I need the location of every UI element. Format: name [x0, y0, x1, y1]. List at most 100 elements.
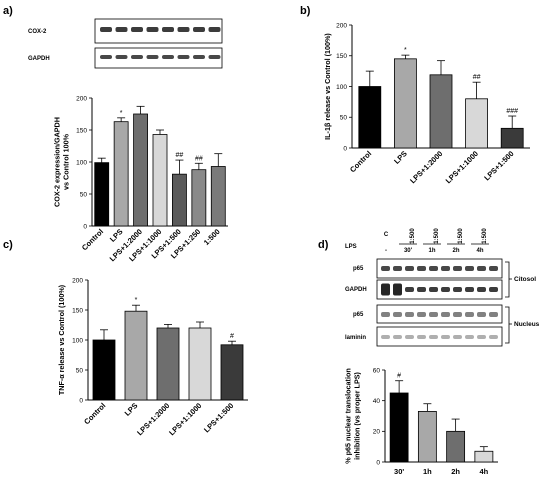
blot-band-gapdh: [115, 55, 128, 59]
blot-band-gapdh: [177, 55, 190, 59]
y-tick-label: 200: [76, 95, 87, 102]
blot-band: [465, 335, 474, 339]
blot-band-gapdh: [146, 55, 159, 59]
blot-strip-laminin: [376, 326, 503, 347]
blot-band: [429, 266, 438, 271]
y-tick-label: 40: [373, 398, 381, 405]
blot-band: [489, 335, 498, 339]
blot-band-cox2: [146, 27, 159, 32]
category-label: LPS+1:1000: [444, 149, 480, 185]
category-label: 1:500: [202, 227, 222, 247]
blot-col-top: 1:500: [458, 228, 464, 244]
blot-band: [465, 287, 474, 292]
bar: [417, 410, 437, 463]
bar: [465, 98, 489, 149]
blot-strip-p65-cyto: [376, 258, 503, 279]
blot-band: [417, 312, 426, 317]
bar: [152, 134, 168, 227]
blot-band-gapdh: [162, 55, 174, 59]
y-axis-label: COX-2 expression/GAPDHvs Control 100%: [53, 117, 71, 207]
blot-label-p65-cyto: p65: [353, 266, 364, 272]
y-tick-label: 100: [336, 84, 347, 91]
chart-d: 0 20 40 60 % p65 nuclear translocationinhibi…: [344, 367, 498, 476]
y-tick-label: 0: [83, 223, 87, 230]
blot-col-bottom: 30': [404, 248, 413, 254]
blot-band: [489, 312, 498, 317]
blot-col-bottom: -: [385, 248, 387, 254]
blot-strip-p65-nuc: [376, 304, 503, 324]
blot-band: [393, 335, 402, 339]
blot-band: [453, 312, 462, 317]
significance-mark: *: [135, 297, 138, 304]
significance-mark: *: [120, 110, 123, 117]
blot-band: [465, 312, 474, 317]
blot-label-cox2: COX-2: [28, 29, 47, 35]
y-axis-label-line: vs Control 100%: [62, 133, 71, 190]
bracket-citosol: [505, 261, 510, 298]
significance-mark: ##: [176, 152, 184, 159]
y-tick-label: 150: [336, 53, 347, 60]
blot-bands-d: [381, 266, 498, 339]
y-tick-label: 60: [373, 367, 381, 374]
category-label: Control: [82, 401, 107, 426]
category-label: LPS: [392, 149, 409, 166]
blot-band-gapdh: [100, 55, 112, 59]
panel-label-a: a): [3, 5, 13, 17]
bar: [500, 127, 524, 149]
bar: [446, 430, 466, 463]
bar: [172, 173, 187, 227]
significance-mark: *: [404, 47, 407, 54]
blot-band: [393, 266, 402, 271]
blot-group-a: COX-2 GAPDH: [28, 18, 223, 69]
blot-band-gapdh: [208, 55, 221, 59]
blot-band: [381, 312, 390, 317]
y-tick-label: 200: [72, 277, 83, 284]
significance-mark: #: [397, 373, 401, 380]
blot-strip-gapdh-cyto: [376, 279, 503, 300]
blot-band: [477, 335, 486, 339]
bar: [94, 162, 110, 227]
blot-band-cox2: [177, 27, 190, 32]
panel-label-c: c): [3, 239, 13, 251]
compartment-nucleus: Nucleus: [514, 321, 540, 328]
blot-band: [429, 287, 438, 292]
chart-b: 0 50 100 150 200 IL-1β release vs Control (10…: [323, 22, 530, 185]
y-axis-label-line: IL-1β release vs Control (100%): [323, 33, 332, 140]
significance-mark: ###: [506, 108, 518, 115]
blot-band: [453, 287, 462, 292]
blot-band: [381, 335, 390, 339]
category-label: LPS: [123, 401, 140, 418]
chart-c: 0 50 100 150 200 TNF-α release vs Control (10…: [57, 277, 248, 437]
category-label: Control: [348, 149, 373, 174]
category-label: LPS+1:2000: [135, 401, 171, 437]
blot-band-cox2: [193, 27, 205, 32]
bar: [92, 339, 116, 401]
blot-strip-gapdh: [94, 47, 223, 69]
y-tick-label: 0: [376, 459, 380, 466]
blot-band: [441, 335, 450, 339]
bar: [393, 58, 417, 149]
bar: [210, 166, 226, 227]
y-axis-label: TNF-α release vs Control (100%): [57, 284, 66, 395]
y-axis-label: IL-1β release vs Control (100%): [323, 33, 332, 140]
y-tick-label: 150: [76, 127, 87, 134]
significance-mark: ##: [195, 155, 203, 162]
category-label: 30': [394, 467, 404, 476]
category-label: LPS+1:2000: [408, 149, 444, 185]
blot-band: [477, 287, 486, 292]
blot-band: [381, 283, 390, 296]
chart-a: 0 50 100 150 200 COX-2 expression/GAPDHvs Con…: [53, 95, 228, 263]
blot-band: [441, 287, 450, 292]
blot-band: [417, 335, 426, 339]
blot-band: [405, 287, 414, 292]
blot-band: [441, 266, 450, 271]
y-tick-label: 100: [76, 159, 87, 166]
blot-col-top: 1:500: [410, 228, 416, 244]
blot-band: [405, 335, 414, 339]
panel-label-b: b): [300, 5, 311, 17]
y-tick-label: 0: [343, 145, 347, 152]
y-axis-label-line: inhibition (vs proper LPS): [353, 371, 362, 459]
blot-label-p65-nuc: p65: [353, 312, 364, 318]
blot-band-gapdh: [131, 55, 143, 59]
blot-band: [441, 312, 450, 317]
